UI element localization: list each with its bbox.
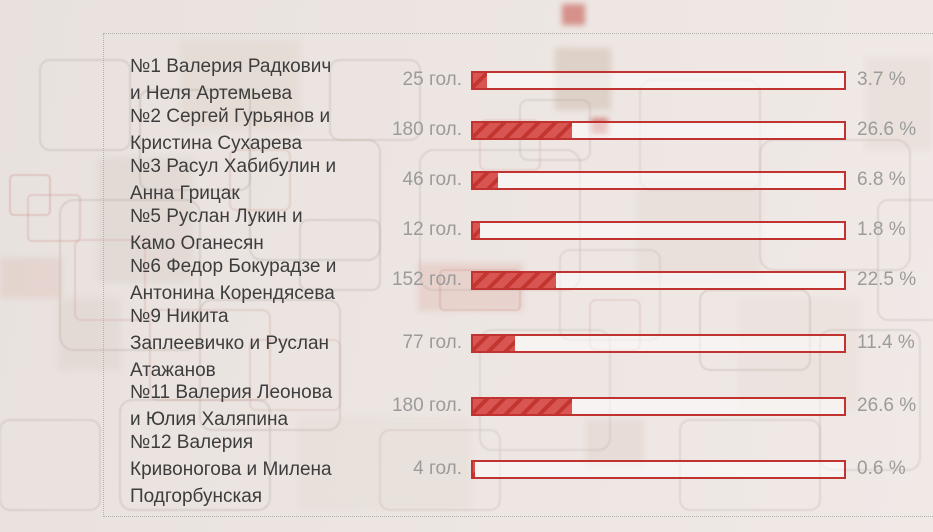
- vote-count: 180 гол.: [391, 395, 462, 416]
- vote-bar-track: [471, 120, 846, 140]
- candidate-name: №1 Валерия Радкович и Неля Артемьева: [130, 56, 332, 104]
- poll-row: №6 Федор Бокурадзе и Антонина Корендясева…: [130, 255, 933, 305]
- candidate-name: №3 Расул Хабибулин и Анна Грицак: [130, 156, 337, 204]
- candidate-name: №5 Руслан Лукин и Камо Оганесян: [130, 206, 303, 254]
- vote-bar-track: [471, 70, 846, 90]
- poll-row: №2 Сергей Гурьянов и Кристина Сухарева 18…: [130, 105, 933, 155]
- vote-count: 46 гол.: [402, 169, 462, 190]
- candidate-name: №6 Федор Бокурадзе и Антонина Корендясева: [130, 256, 337, 304]
- vote-bar-fill: [473, 461, 476, 477]
- vote-percent: 3.7 %: [857, 69, 906, 90]
- vote-bar-track: [471, 333, 846, 353]
- vote-percent: 26.6 %: [857, 395, 917, 416]
- vote-bar-track: [471, 396, 846, 416]
- candidate-name: №9 Никита Заплеевичко и Руслан Атажанов: [130, 305, 330, 381]
- vote-percent: 6.8 %: [857, 169, 906, 190]
- vote-percent: 1.8 %: [857, 219, 906, 240]
- vote-bar-fill: [473, 122, 572, 138]
- poll-rows: №1 Валерия Радкович и Неля Артемьева 25 г…: [130, 55, 933, 507]
- vote-percent: 0.6 %: [857, 458, 906, 479]
- vote-bar-track: [471, 270, 846, 290]
- poll-row: №3 Расул Хабибулин и Анна Грицак 46 гол. …: [130, 155, 933, 205]
- candidate-name: №11 Валерия Леонова и Юлия Халяпина: [130, 382, 333, 430]
- vote-percent: 11.4 %: [857, 332, 915, 353]
- vote-count: 77 гол.: [402, 332, 462, 353]
- vote-count: 4 гол.: [413, 458, 462, 479]
- poll-row: №5 Руслан Лукин и Камо Оганесян 12 гол. 1…: [130, 205, 933, 255]
- candidate-name: №12 Валерия Кривоногова и Милена Подгорбун…: [130, 431, 332, 507]
- vote-bar-fill: [473, 172, 499, 188]
- poll-row: №1 Валерия Радкович и Неля Артемьева 25 г…: [130, 55, 933, 105]
- vote-count: 180 гол.: [391, 119, 462, 140]
- poll-results-panel: №1 Валерия Радкович и Неля Артемьева 25 г…: [103, 33, 933, 517]
- poll-row: №11 Валерия Леонова и Юлия Халяпина 180 г…: [130, 381, 933, 431]
- poll-row: №12 Валерия Кривоногова и Милена Подгорбун…: [130, 431, 933, 507]
- vote-percent: 22.5 %: [857, 269, 917, 290]
- vote-count: 25 гол.: [402, 69, 462, 90]
- candidate-name: №2 Сергей Гурьянов и Кристина Сухарева: [130, 106, 331, 154]
- vote-percent: 26.6 %: [857, 119, 917, 140]
- vote-bar-fill: [473, 222, 480, 238]
- vote-bar-fill: [473, 272, 557, 288]
- vote-bar-fill: [473, 398, 572, 414]
- vote-bar-track: [471, 459, 846, 479]
- vote-bar-track: [471, 220, 846, 240]
- poll-row: №9 Никита Заплеевичко и Руслан Атажанов 77…: [130, 305, 933, 381]
- vote-count: 152 гол.: [391, 269, 462, 290]
- vote-bar-track: [471, 170, 846, 190]
- vote-bar-fill: [473, 335, 516, 351]
- vote-count: 12 гол.: [402, 219, 462, 240]
- vote-bar-fill: [473, 72, 487, 88]
